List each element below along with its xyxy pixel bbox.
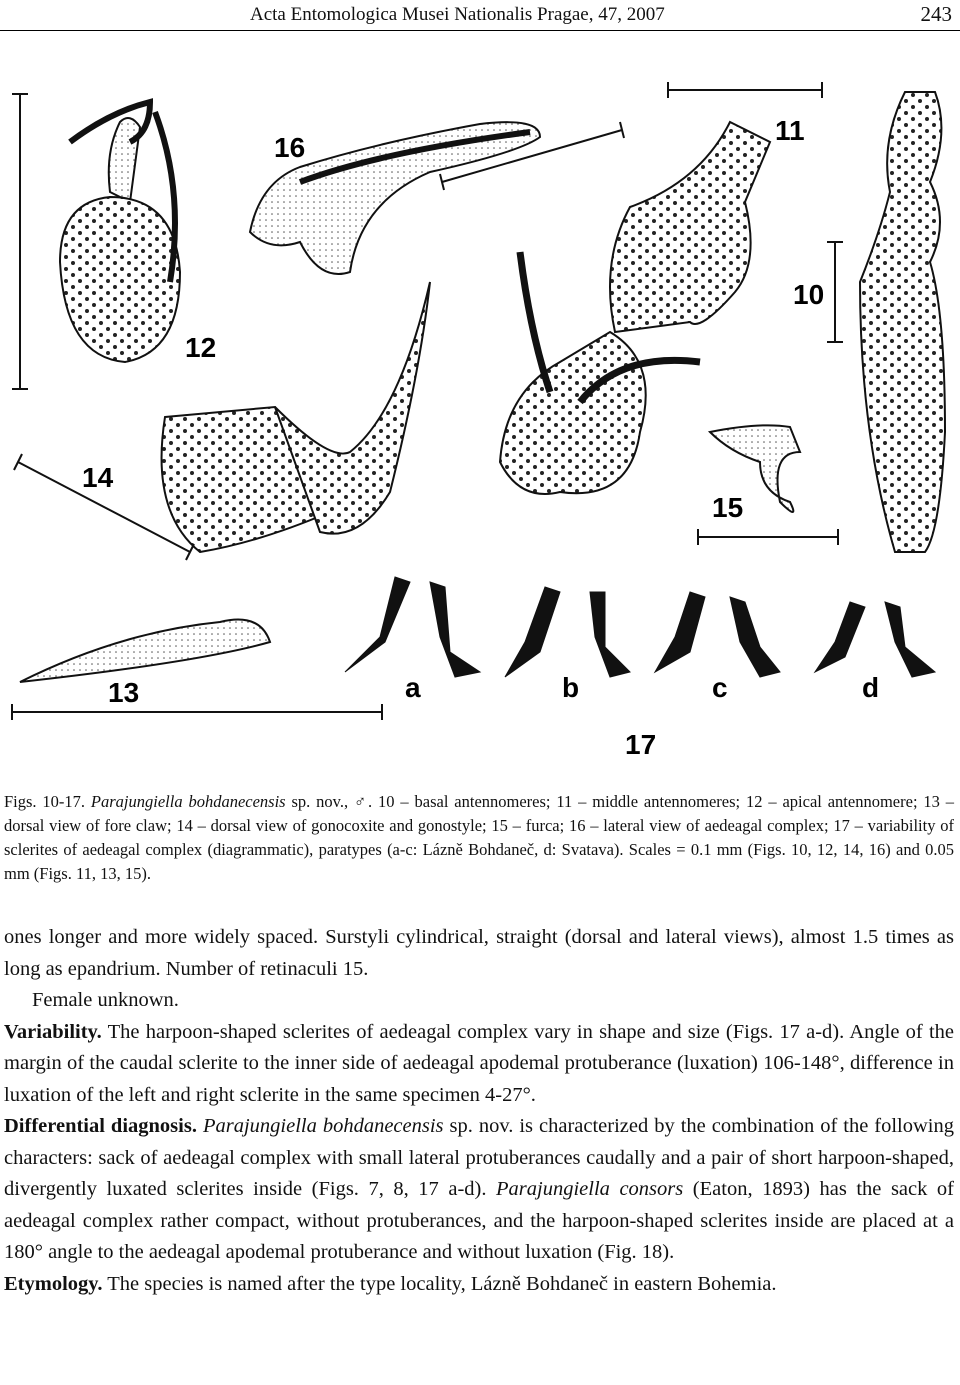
text-run: The species is named after the type loca…	[102, 1272, 777, 1295]
figure-label: 11	[775, 115, 805, 146]
figure-label: c	[712, 672, 728, 703]
text-run: Female unknown.	[32, 989, 179, 1011]
running-header: Acta Entomologica Musei Nationalis Praga…	[0, 0, 960, 31]
paragraph: Etymology. The species is named after th…	[4, 1269, 954, 1301]
page-number: 243	[920, 2, 953, 26]
figure-label: d	[862, 672, 879, 703]
paragraph: Female unknown.	[4, 985, 954, 1017]
journal: Acta Entomologica Musei Nationalis Praga…	[250, 4, 665, 25]
heading-run: Etymology.	[4, 1272, 103, 1295]
heading-run: Variability.	[4, 1020, 102, 1043]
text-run: The harpoon-shaped sclerites of aedeagal…	[4, 1020, 954, 1106]
figure-label: 10	[793, 279, 824, 310]
italic-run: Parajungiella bohdanecensis	[90, 792, 286, 811]
figure-label: 12	[185, 332, 216, 363]
italic-run: Parajungiella bohdanecensis	[202, 1115, 444, 1137]
paragraph: ones longer and more widely spaced. Surs…	[4, 922, 954, 985]
figure-label: 14	[82, 462, 114, 493]
text-run: Figs. 10-17.	[4, 792, 91, 811]
body-text: ones longer and more widely spaced. Surs…	[4, 922, 954, 1300]
paragraph: Variability. The harpoon-shaped sclerite…	[4, 1017, 954, 1112]
figure-label: 15	[712, 492, 743, 523]
text-run: (Eaton, 1893) has the sack of aedeagal c…	[4, 1178, 954, 1263]
figure: 16 11 10 12 14 15 13 a b c d 17	[11, 82, 947, 760]
figure-label: b	[562, 672, 579, 703]
figure-label: 16	[274, 132, 305, 163]
heading-run: Differential diagnosis.	[4, 1115, 197, 1137]
italic-run: Parajungiella consors	[496, 1178, 684, 1200]
figure-caption: Figs. 10-17. Parajungiella bohdanecensis…	[4, 790, 954, 886]
text-run: ones longer and more widely spaced. Surs…	[4, 926, 954, 980]
figure-label: 13	[108, 677, 139, 708]
paragraph: Differential diagnosis. Parajungiella bo…	[4, 1111, 954, 1269]
figure-label: a	[405, 672, 421, 703]
text-run: sp. nov. is characterized by the combina…	[4, 1115, 954, 1200]
figure-label: 17	[625, 729, 656, 760]
text-run: sp. nov., ♂. 10 – basal antennomeres; 11…	[4, 792, 955, 883]
